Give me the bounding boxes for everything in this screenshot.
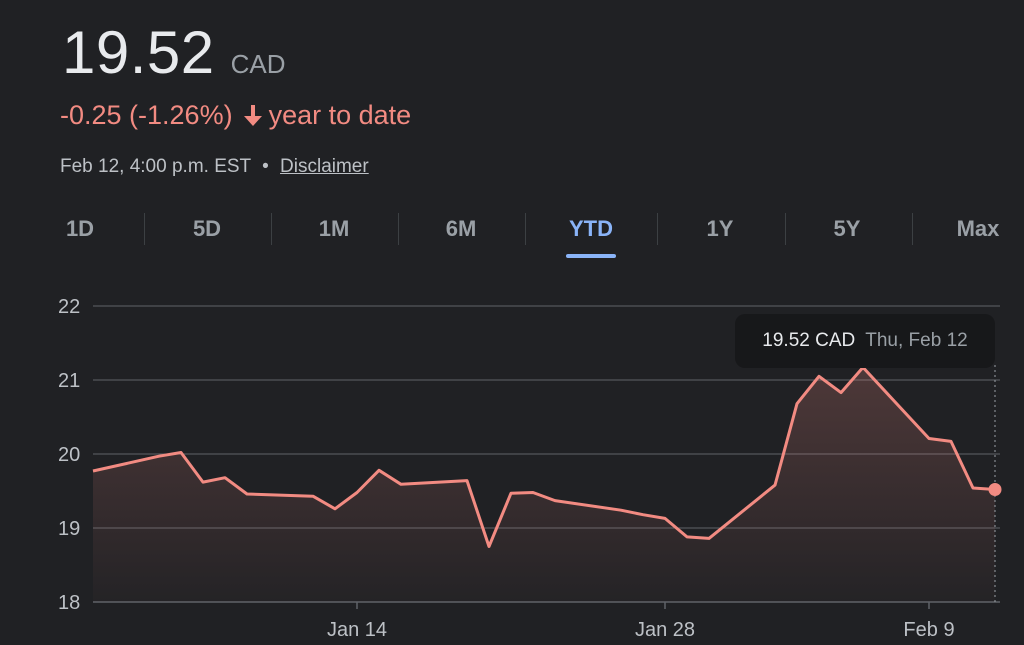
y-tick-label: 21 bbox=[58, 370, 80, 392]
tab-label: 1D bbox=[65, 216, 95, 241]
tab-label: 5Y bbox=[833, 216, 861, 241]
tab-1d[interactable]: 1D bbox=[40, 208, 120, 250]
tab-1m[interactable]: 1M bbox=[294, 208, 374, 250]
y-tick-label: 20 bbox=[58, 444, 80, 466]
tab-divider bbox=[912, 213, 913, 245]
arrow-down-icon bbox=[243, 103, 263, 129]
y-tick-label: 19 bbox=[58, 518, 80, 540]
tab-1y[interactable]: 1Y bbox=[680, 208, 760, 250]
price-area-fill bbox=[93, 367, 995, 602]
currency-label: CAD bbox=[230, 49, 286, 79]
tab-divider bbox=[657, 213, 658, 245]
tab-5y[interactable]: 5Y bbox=[807, 208, 887, 250]
y-tick-label: 18 bbox=[58, 592, 80, 614]
tab-ytd[interactable]: YTD bbox=[551, 208, 631, 258]
y-tick-label: 22 bbox=[58, 296, 80, 318]
tab-label: 5D bbox=[192, 216, 222, 241]
quote-meta: Feb 12, 4:00 p.m. EST • Disclaimer bbox=[60, 156, 369, 178]
tooltip-price: 19.52 CAD bbox=[762, 330, 856, 351]
chart-tooltip: 19.52 CAD Thu, Feb 12 bbox=[735, 314, 995, 368]
current-price: 19.52 bbox=[62, 19, 215, 86]
tab-label: Max bbox=[956, 216, 1000, 241]
active-tab-indicator bbox=[566, 254, 616, 258]
tab-5d[interactable]: 5D bbox=[167, 208, 247, 250]
disclaimer-link[interactable]: Disclaimer bbox=[280, 156, 369, 177]
tab-label: 6M bbox=[445, 216, 477, 241]
tab-divider bbox=[525, 213, 526, 245]
tab-max[interactable]: Max bbox=[938, 208, 1018, 250]
tab-label: YTD bbox=[569, 216, 613, 241]
x-tick-label: Jan 28 bbox=[635, 619, 695, 641]
x-tick-label: Feb 9 bbox=[903, 619, 954, 641]
tab-divider bbox=[271, 213, 272, 245]
x-tick-label: Jan 14 bbox=[327, 619, 387, 641]
meta-separator: • bbox=[262, 156, 269, 177]
price-change: -0.25 (-1.26%) bbox=[60, 100, 233, 130]
tooltip-date: Thu, Feb 12 bbox=[865, 330, 968, 351]
tab-divider bbox=[144, 213, 145, 245]
change-period-label: year to date bbox=[268, 100, 412, 130]
hover-point-marker bbox=[988, 483, 1002, 497]
tab-label: 1M bbox=[318, 216, 350, 241]
price-chart: 22 21 20 19 18 Jan 14 Jan 28 Feb 9 bbox=[58, 296, 1002, 641]
price-change-row: -0.25 (-1.26%) year to date bbox=[60, 100, 411, 131]
tab-divider bbox=[785, 213, 786, 245]
price-line bbox=[92, 365, 996, 548]
tab-divider bbox=[398, 213, 399, 245]
price-header: 19.52 CAD bbox=[62, 18, 286, 87]
range-tabs: 1D 5D 1M 6M YTD 1Y 5Y Max bbox=[0, 208, 1024, 258]
tab-label: 1Y bbox=[706, 216, 734, 241]
quote-timestamp: Feb 12, 4:00 p.m. EST bbox=[60, 156, 251, 177]
tab-6m[interactable]: 6M bbox=[421, 208, 501, 250]
